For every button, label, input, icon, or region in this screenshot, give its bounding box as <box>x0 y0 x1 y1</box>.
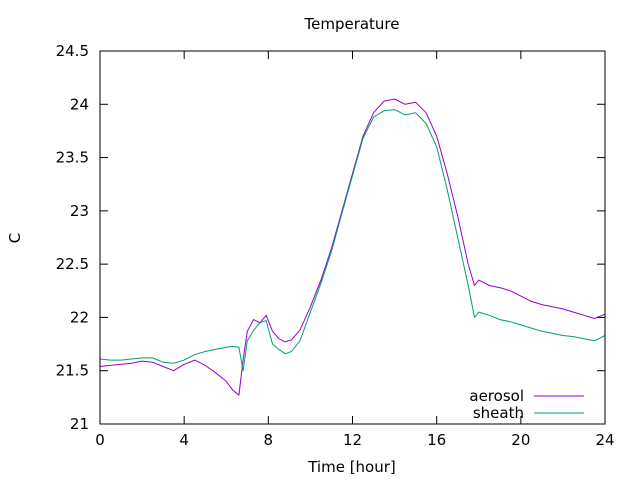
y-tick-label: 22.5 <box>56 255 89 273</box>
legend-label-aerosol: aerosol <box>469 387 524 405</box>
x-tick-label: 24 <box>595 431 614 449</box>
y-tick-label: 22 <box>70 308 89 326</box>
x-tick-label: 8 <box>264 431 274 449</box>
axis-ticks: 0 4 8 12 16 20 24 21 21.5 22 22.5 23 23.5 24 24.5 <box>56 42 615 449</box>
y-tick-label: 24.5 <box>56 42 89 60</box>
y-tick-label: 21 <box>70 415 89 433</box>
y-tick-label: 23.5 <box>56 149 89 167</box>
plot-series <box>99 98 606 396</box>
x-tick-label: 20 <box>511 431 530 449</box>
x-tick-label: 0 <box>95 431 105 449</box>
y-axis-label: C <box>6 233 24 243</box>
x-axis-label: Time [hour] <box>307 458 396 476</box>
x-tick-label: 16 <box>427 431 446 449</box>
series-line-aerosol <box>99 98 606 396</box>
y-tick-label: 23 <box>70 202 89 220</box>
x-tick-label: 12 <box>343 431 362 449</box>
legend-label-sheath: sheath <box>473 404 524 422</box>
chart-title: Temperature <box>303 15 399 33</box>
x-tick-label: 4 <box>179 431 189 449</box>
y-tick-label: 24 <box>70 95 89 113</box>
plot-frame <box>99 50 606 425</box>
series-line-sheath <box>99 109 606 372</box>
y-tick-label: 21.5 <box>56 362 89 380</box>
